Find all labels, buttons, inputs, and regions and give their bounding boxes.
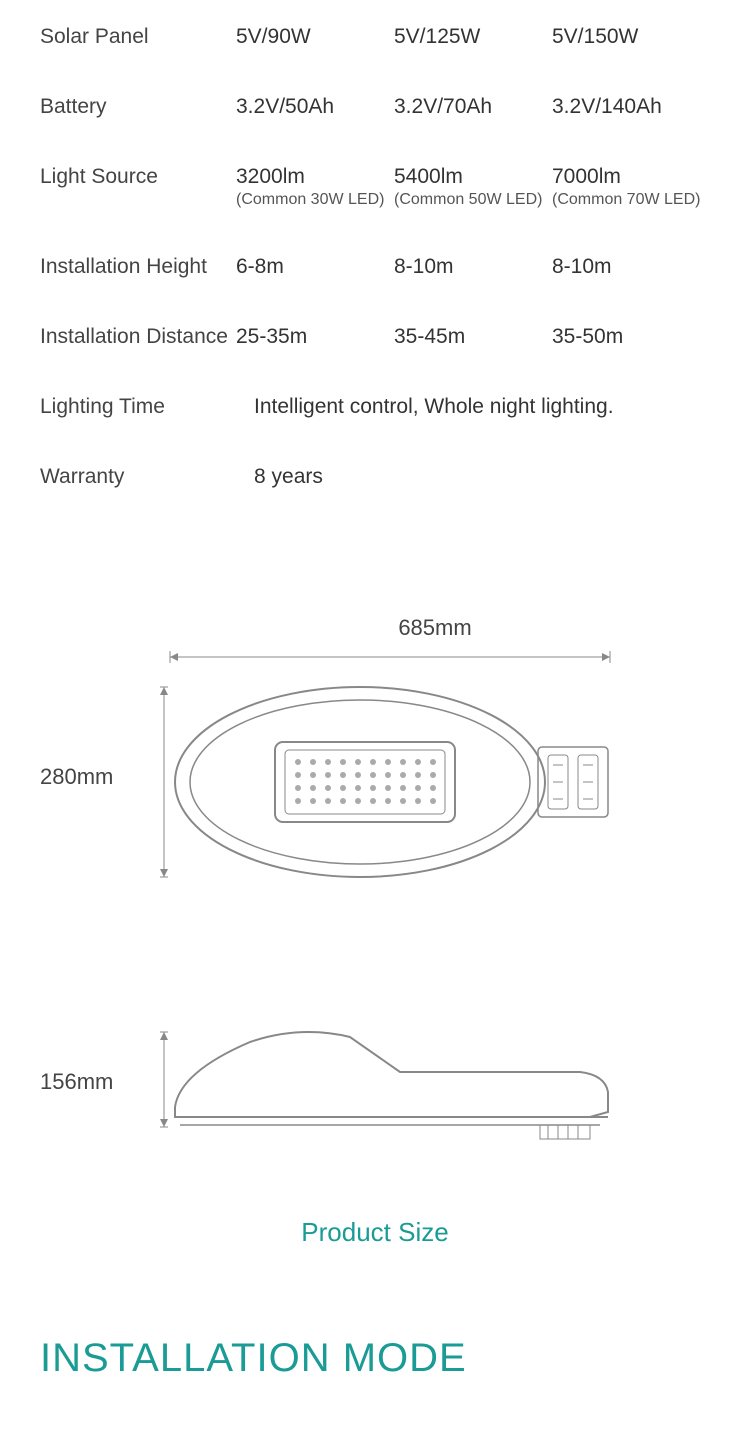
spec-label: Battery <box>40 95 236 119</box>
spec-values: 25-35m 35-45m 35-50m <box>236 325 710 349</box>
spec-label: Warranty <box>40 465 254 489</box>
diagram-section: 685mm 280mm <box>0 535 750 1248</box>
spec-col-1: 5V/90W <box>236 25 394 49</box>
spec-values: 6-8m 8-10m 8-10m <box>236 255 710 279</box>
spec-col-1: 3200lm (Common 30W LED) <box>236 165 394 209</box>
spec-col-2: 5V/125W <box>394 25 552 49</box>
spec-col-2: 3.2V/70Ah <box>394 95 552 119</box>
spec-row-battery: Battery 3.2V/50Ah 3.2V/70Ah 3.2V/140Ah <box>40 95 710 119</box>
spec-col-3: 7000lm (Common 70W LED) <box>552 165 710 209</box>
spec-row-warranty: Warranty 8 years <box>40 465 710 489</box>
spec-col-2: 8-10m <box>394 255 552 279</box>
installation-mode-heading: INSTALLATION MODE <box>40 1336 467 1381</box>
spec-label: Solar Panel <box>40 25 236 49</box>
spec-sub: (Common 30W LED) <box>236 191 394 209</box>
spec-val: 5400lm <box>394 165 463 188</box>
spec-full-value: Intelligent control, Whole night lightin… <box>254 395 614 419</box>
spec-values: 3.2V/50Ah 3.2V/70Ah 3.2V/140Ah <box>236 95 710 119</box>
spec-col-3: 35-50m <box>552 325 710 349</box>
spec-col-2: 5400lm (Common 50W LED) <box>394 165 552 209</box>
spec-col-1: 25-35m <box>236 325 394 349</box>
spec-label: Lighting Time <box>40 395 254 419</box>
dimension-height-label: 156mm <box>40 1069 160 1095</box>
spec-label: Installation Height <box>40 255 236 279</box>
spec-label: Light Source <box>40 165 236 189</box>
spec-val: 7000lm <box>552 165 621 188</box>
spec-row-install-height: Installation Height 6-8m 8-10m 8-10m <box>40 255 710 279</box>
spec-row-solar-panel: Solar Panel 5V/90W 5V/125W 5V/150W <box>40 25 710 49</box>
product-size-label: Product Size <box>40 1217 710 1248</box>
spec-label: Installation Distance <box>40 325 236 349</box>
top-view-row: 280mm <box>40 647 710 907</box>
spec-col-1: 3.2V/50Ah <box>236 95 394 119</box>
spec-col-3: 3.2V/140Ah <box>552 95 710 119</box>
spec-sub: (Common 50W LED) <box>394 191 552 209</box>
spec-row-install-distance: Installation Distance 25-35m 35-45m 35-5… <box>40 325 710 349</box>
spec-row-light-source: Light Source 3200lm (Common 30W LED) 540… <box>40 165 710 209</box>
side-view-diagram <box>160 1017 710 1147</box>
dimension-depth-label: 280mm <box>40 764 160 790</box>
spec-val: 3200lm <box>236 165 305 188</box>
spec-full-value: 8 years <box>254 465 323 489</box>
side-view-row: 156mm <box>40 1017 710 1147</box>
spec-col-3: 8-10m <box>552 255 710 279</box>
spec-row-lighting-time: Lighting Time Intelligent control, Whole… <box>40 395 710 419</box>
top-view-diagram <box>160 647 710 907</box>
spec-col-2: 35-45m <box>394 325 552 349</box>
spec-values: 3200lm (Common 30W LED) 5400lm (Common 5… <box>236 165 710 209</box>
spec-sub: (Common 70W LED) <box>552 191 710 209</box>
spec-col-3: 5V/150W <box>552 25 710 49</box>
spec-table: Solar Panel 5V/90W 5V/125W 5V/150W Batte… <box>0 0 750 489</box>
spec-col-1: 6-8m <box>236 255 394 279</box>
spec-values: 5V/90W 5V/125W 5V/150W <box>236 25 710 49</box>
dimension-width-label: 685mm <box>160 615 710 641</box>
